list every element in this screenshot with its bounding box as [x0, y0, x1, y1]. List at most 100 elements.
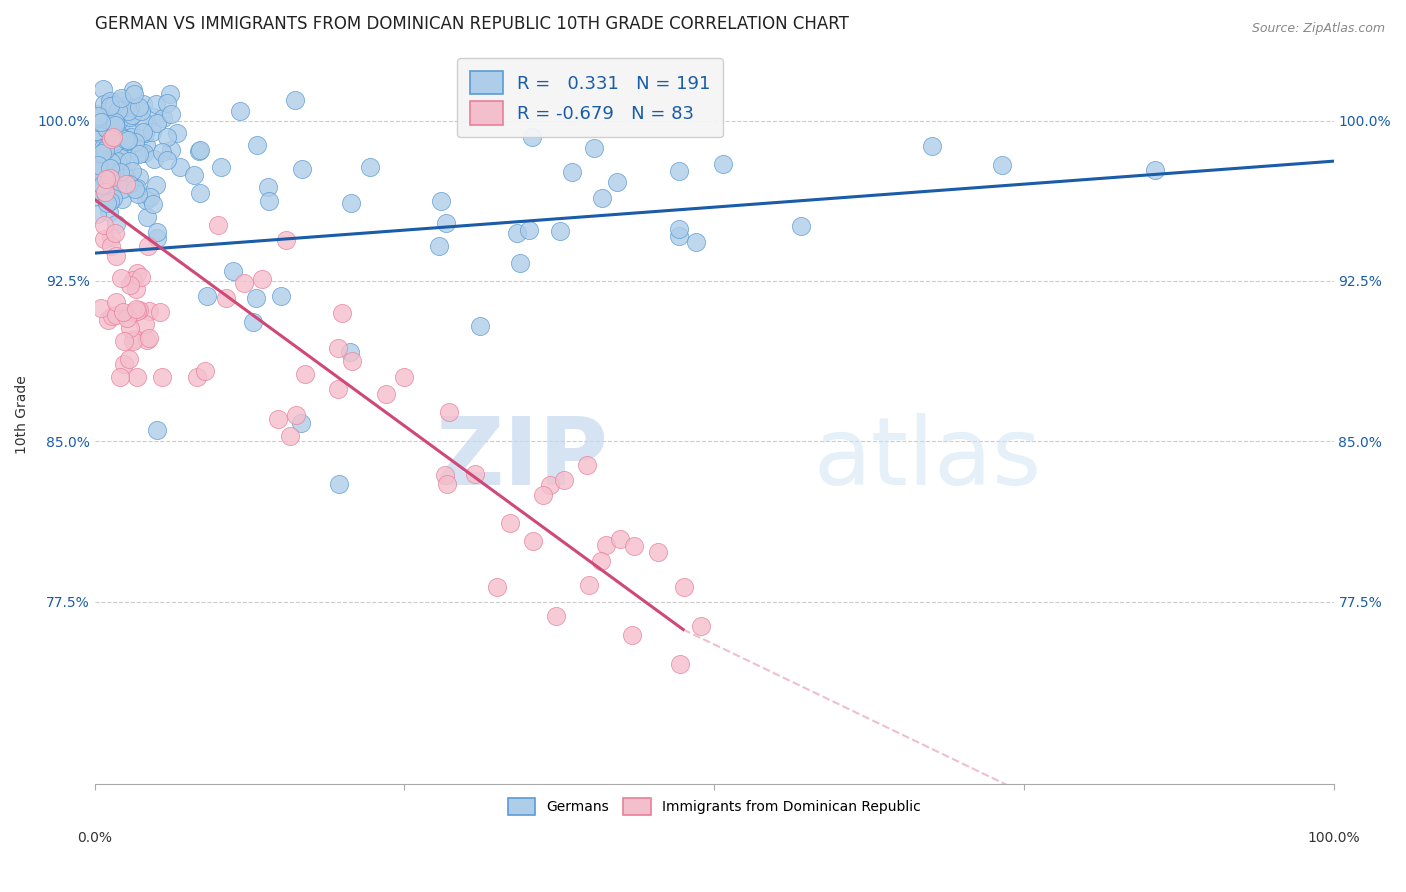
- Point: [689, 619, 711, 633]
- Point: [121, 273, 143, 287]
- Point: [591, 191, 613, 205]
- Point: [103, 98, 125, 112]
- Point: [128, 147, 150, 161]
- Point: [183, 169, 205, 183]
- Point: [668, 221, 690, 235]
- Point: [359, 161, 381, 175]
- Point: [98, 117, 121, 131]
- Point: [127, 304, 149, 318]
- Point: [91, 153, 114, 167]
- Point: [89, 126, 111, 140]
- Point: [434, 216, 457, 230]
- Point: [328, 477, 350, 491]
- Point: [606, 175, 628, 189]
- Point: [328, 341, 350, 355]
- Point: [294, 368, 316, 382]
- Point: [124, 135, 146, 149]
- Point: [118, 100, 141, 114]
- Point: [138, 331, 160, 345]
- Point: [108, 112, 131, 127]
- Point: [136, 333, 159, 347]
- Point: [188, 186, 211, 201]
- Point: [105, 176, 128, 190]
- Point: [93, 161, 115, 175]
- Point: [110, 271, 132, 285]
- Point: [136, 238, 159, 252]
- Point: [485, 580, 508, 594]
- Point: [576, 458, 599, 472]
- Point: [250, 272, 273, 286]
- Point: [98, 157, 121, 171]
- Y-axis label: 10th Grade: 10th Grade: [15, 376, 30, 454]
- Point: [131, 97, 153, 112]
- Point: [91, 178, 114, 192]
- Point: [125, 301, 148, 316]
- Point: [186, 370, 208, 384]
- Point: [96, 140, 118, 154]
- Point: [107, 146, 129, 161]
- Point: [141, 125, 163, 139]
- Point: [89, 179, 111, 194]
- Point: [194, 364, 217, 378]
- Point: [257, 194, 280, 208]
- Point: [135, 193, 157, 207]
- Point: [105, 249, 128, 263]
- Point: [134, 126, 156, 140]
- Point: [150, 145, 173, 159]
- Point: [647, 544, 669, 558]
- Point: [100, 161, 122, 175]
- Point: [195, 289, 218, 303]
- Point: [284, 408, 307, 422]
- Point: [93, 178, 115, 193]
- Point: [143, 153, 166, 167]
- Point: [112, 357, 135, 371]
- Point: [91, 183, 114, 197]
- Point: [100, 95, 122, 110]
- Point: [115, 107, 138, 121]
- Point: [122, 332, 145, 346]
- Point: [150, 370, 173, 384]
- Point: [139, 190, 162, 204]
- Point: [156, 153, 179, 167]
- Point: [145, 423, 167, 437]
- Point: [98, 194, 121, 208]
- Point: [86, 107, 108, 121]
- Point: [98, 94, 121, 108]
- Point: [94, 171, 117, 186]
- Point: [93, 171, 115, 186]
- Point: [96, 161, 118, 176]
- Point: [117, 173, 139, 187]
- Point: [91, 111, 114, 125]
- Point: [107, 169, 129, 184]
- Point: [93, 97, 115, 112]
- Point: [110, 155, 132, 169]
- Point: [280, 428, 302, 442]
- Point: [110, 94, 132, 108]
- Point: [101, 191, 124, 205]
- Point: [117, 134, 139, 148]
- Text: 100.0%: 100.0%: [1308, 830, 1360, 845]
- Point: [120, 130, 142, 145]
- Point: [98, 161, 121, 175]
- Point: [437, 404, 460, 418]
- Point: [129, 104, 152, 119]
- Point: [669, 657, 692, 671]
- Point: [623, 539, 645, 553]
- Text: atlas: atlas: [813, 413, 1042, 505]
- Point: [125, 282, 148, 296]
- Point: [128, 100, 150, 114]
- Point: [103, 136, 125, 151]
- Point: [149, 305, 172, 319]
- Point: [86, 207, 108, 221]
- Point: [114, 132, 136, 146]
- Point: [668, 229, 690, 244]
- Point: [156, 95, 179, 110]
- Point: [108, 103, 131, 117]
- Point: [98, 98, 121, 112]
- Point: [159, 107, 181, 121]
- Point: [548, 224, 571, 238]
- Point: [242, 315, 264, 329]
- Point: [104, 227, 127, 241]
- Point: [87, 115, 110, 129]
- Point: [531, 488, 554, 502]
